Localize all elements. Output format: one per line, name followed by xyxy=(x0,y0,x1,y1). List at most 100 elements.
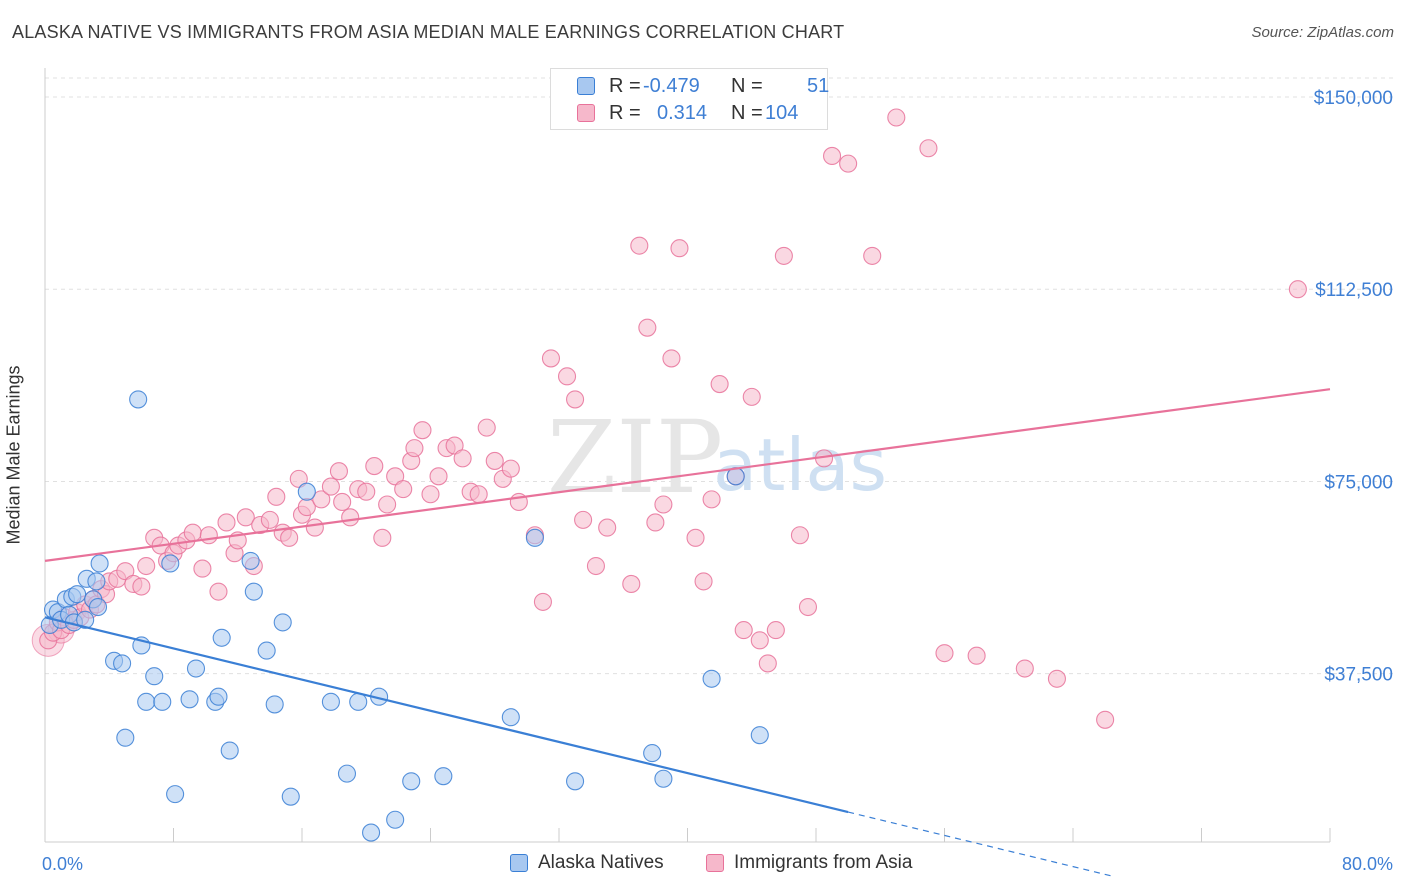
blue-point xyxy=(349,692,368,711)
pink-point xyxy=(710,374,729,394)
pink-point xyxy=(183,523,202,542)
pink-point xyxy=(312,490,331,509)
pink-point xyxy=(574,510,593,529)
watermark-atlas: atlas xyxy=(713,423,887,507)
pink-point xyxy=(790,526,809,545)
blue-point xyxy=(113,654,132,673)
pink-point xyxy=(654,495,673,514)
blue-point xyxy=(129,390,148,409)
y-axis-label: Median Male Earnings xyxy=(3,365,24,545)
axis-layer xyxy=(44,68,1331,843)
blue-point xyxy=(145,667,164,686)
pink-point xyxy=(758,654,777,673)
blue-point xyxy=(137,692,156,711)
blue-point xyxy=(362,823,381,842)
blue-point xyxy=(337,764,357,783)
pink-point xyxy=(887,108,906,127)
blue-point xyxy=(566,772,585,791)
pink-point xyxy=(193,559,212,578)
pink-point xyxy=(280,528,299,547)
tick-labels: $37,500 $75,000 $112,500 $150,000 0.0% 80.0% xyxy=(42,88,1393,874)
blue-point xyxy=(434,767,453,786)
pink-point xyxy=(662,349,681,368)
pink-point xyxy=(638,318,657,337)
source-credit: Source: ZipAtlas.com xyxy=(1251,24,1394,41)
pink-point xyxy=(357,482,376,501)
pink-point xyxy=(445,436,464,455)
blue-point xyxy=(257,641,276,660)
pink-point xyxy=(199,526,218,545)
bottom-legend-swatch-pink xyxy=(706,854,724,872)
blue-point xyxy=(166,785,185,804)
pink-point xyxy=(289,469,308,488)
pink-point xyxy=(839,154,858,173)
legend-r-label: R = xyxy=(609,75,641,97)
legend-n-label: N = xyxy=(731,102,763,124)
legend-row-immigrants-from-asia: R = 0.314 N = 104 xyxy=(551,100,827,126)
blue-point xyxy=(153,692,172,711)
pink-point xyxy=(453,449,472,468)
blue-point xyxy=(241,551,260,570)
pink-point xyxy=(798,597,818,617)
watermark: ZIP atlas xyxy=(547,399,887,516)
y-tick-label: $75,000 xyxy=(1324,472,1393,493)
legend-swatch-pink xyxy=(577,104,595,122)
blue-point xyxy=(750,726,769,745)
alaska-natives-points xyxy=(40,390,769,842)
blue-point xyxy=(87,572,106,591)
pink-point xyxy=(378,495,397,514)
pink-point xyxy=(413,421,432,440)
pink-point xyxy=(305,518,324,537)
bottom-legend-swatch-blue xyxy=(510,854,528,872)
blue-point xyxy=(321,692,340,711)
pink-point xyxy=(734,621,753,640)
legend-n-value: 51 xyxy=(807,75,830,97)
legend-swatch-blue xyxy=(577,77,595,95)
pink-point xyxy=(533,592,552,611)
pink-point xyxy=(1288,280,1307,299)
pink-point xyxy=(935,644,954,663)
pink-point xyxy=(341,508,360,527)
bottom-legend-label: Alaska Natives xyxy=(538,852,664,873)
blue-point xyxy=(116,728,135,747)
pink-point xyxy=(774,246,793,265)
pink-point xyxy=(333,492,352,511)
pink-point xyxy=(919,139,938,158)
blue-point xyxy=(180,690,199,709)
pink-point xyxy=(394,480,413,499)
legend-r-value: -0.479 xyxy=(643,75,700,97)
blue-point xyxy=(212,628,231,647)
blue-point xyxy=(386,810,405,829)
pink-point xyxy=(694,572,713,591)
alaska-natives-trend-extension xyxy=(847,811,1114,877)
pink-point xyxy=(646,513,665,532)
pink-point xyxy=(750,631,769,650)
pink-point xyxy=(209,582,228,601)
pink-point xyxy=(566,390,585,409)
blue-point xyxy=(297,482,316,501)
blue-point xyxy=(525,528,544,547)
pink-point xyxy=(823,146,842,165)
blue-point xyxy=(281,787,300,806)
pink-point xyxy=(477,418,496,437)
pink-point xyxy=(1096,710,1115,729)
pink-point xyxy=(421,485,440,504)
legend-n-label: N = xyxy=(731,75,763,97)
blue-point xyxy=(244,582,263,601)
blue-point xyxy=(90,554,109,573)
pink-point xyxy=(260,510,279,529)
pink-point xyxy=(742,387,761,406)
pink-point xyxy=(557,367,577,386)
pink-point xyxy=(702,490,721,509)
x-tick-label-min: 0.0% xyxy=(42,854,83,874)
pink-point xyxy=(137,556,156,576)
pink-point xyxy=(485,451,504,470)
chart-title: ALASKA NATIVE VS IMMIGRANTS FROM ASIA ME… xyxy=(12,22,845,42)
pink-point xyxy=(598,518,617,537)
pink-point xyxy=(132,577,151,596)
blue-point xyxy=(402,772,421,791)
pink-point xyxy=(1047,669,1066,688)
pink-point xyxy=(329,462,348,481)
blue-point xyxy=(161,554,180,573)
